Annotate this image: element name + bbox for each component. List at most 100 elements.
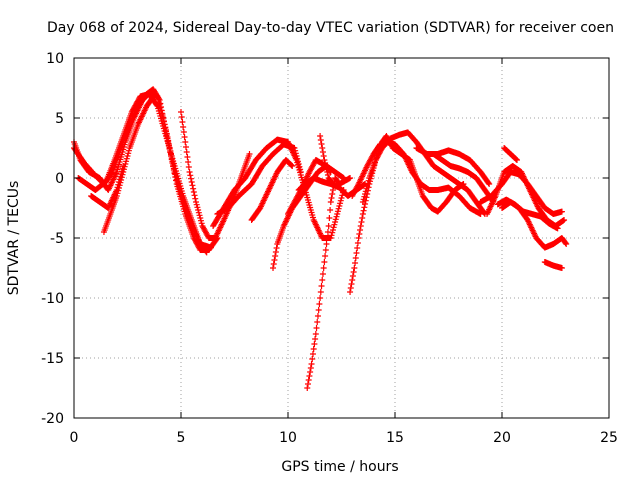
data-point <box>319 271 326 277</box>
data-point <box>558 208 565 215</box>
series-sat-p <box>359 129 488 217</box>
data-point <box>125 150 132 157</box>
data-point <box>324 169 331 175</box>
data-point <box>315 307 322 313</box>
data-point <box>359 211 366 217</box>
data-point <box>486 181 493 187</box>
series-sat-v <box>499 199 570 251</box>
data-point <box>314 313 321 319</box>
data-point <box>321 259 328 265</box>
data-point <box>328 195 335 201</box>
data-point <box>308 361 315 367</box>
data-point <box>304 381 311 387</box>
data-point <box>347 175 354 181</box>
data-point <box>318 141 325 147</box>
x-tick-label: 15 <box>386 430 404 446</box>
data-point <box>294 158 301 165</box>
data-point <box>151 92 158 98</box>
data-point <box>357 223 364 229</box>
data-point <box>320 265 327 271</box>
data-point <box>329 187 336 193</box>
data-point <box>331 221 338 228</box>
data-point <box>317 133 324 139</box>
data-point <box>307 369 314 375</box>
data-point <box>184 154 191 160</box>
data-point <box>354 245 361 251</box>
data-point <box>180 124 187 130</box>
data-point <box>207 244 214 251</box>
data-point <box>293 153 300 159</box>
series-sat-y <box>494 196 561 232</box>
data-point <box>182 139 189 145</box>
data-point <box>270 265 277 271</box>
data-point <box>271 257 278 263</box>
data-point <box>347 289 354 295</box>
data-point <box>185 159 192 165</box>
data-point <box>114 184 121 191</box>
data-point <box>179 119 186 125</box>
data-point <box>562 240 569 246</box>
data-point <box>119 165 126 172</box>
data-point <box>327 199 334 205</box>
data-point <box>115 179 122 185</box>
data-point <box>190 185 197 192</box>
data-point <box>352 260 359 266</box>
data-point <box>332 216 339 223</box>
data-point <box>348 281 355 287</box>
x-tick-label: 10 <box>279 430 297 446</box>
data-point <box>193 201 200 208</box>
data-point <box>477 211 484 217</box>
series-sat-e <box>88 163 127 211</box>
data-point <box>152 91 159 97</box>
data-point <box>117 173 124 180</box>
data-point <box>312 336 319 342</box>
data-point <box>318 283 325 289</box>
data-point <box>317 137 324 143</box>
data-point <box>351 265 358 271</box>
data-point <box>203 249 210 256</box>
data-point <box>362 191 369 197</box>
data-point <box>329 181 336 187</box>
data-point <box>337 197 344 204</box>
data-point <box>294 155 301 162</box>
data-point <box>291 145 298 151</box>
data-point <box>194 204 201 211</box>
data-point <box>181 134 188 140</box>
y-axis-title: SDTVAR / TECUs <box>6 181 22 296</box>
data-point <box>313 325 320 331</box>
data-point <box>322 247 329 253</box>
data-point <box>359 199 366 205</box>
data-point <box>349 273 356 279</box>
data-point <box>319 149 326 155</box>
data-point <box>352 255 359 261</box>
data-point <box>324 172 331 178</box>
data-point <box>289 163 296 169</box>
data-point <box>288 162 295 169</box>
data-point <box>329 227 336 233</box>
data-point <box>322 160 329 166</box>
data-point <box>361 204 368 211</box>
data-point <box>125 147 132 154</box>
data-point <box>513 156 520 163</box>
data-point <box>338 195 345 201</box>
x-tick-label: 5 <box>177 430 186 446</box>
data-point <box>350 269 357 275</box>
data-point <box>347 285 354 291</box>
data-point <box>321 157 328 163</box>
series-sat-m <box>304 175 354 391</box>
data-point <box>513 157 520 163</box>
data-point <box>325 223 332 229</box>
data-point <box>357 227 364 233</box>
data-point <box>296 163 303 170</box>
data-point <box>319 145 326 151</box>
data-point <box>297 166 304 173</box>
data-point <box>198 220 205 227</box>
data-point <box>309 351 316 357</box>
data-point <box>316 301 323 307</box>
data-point <box>329 229 336 236</box>
data-point <box>306 373 313 379</box>
data-point <box>561 217 568 223</box>
data-point <box>322 163 329 169</box>
data-point <box>295 161 302 167</box>
data-point <box>355 235 362 241</box>
